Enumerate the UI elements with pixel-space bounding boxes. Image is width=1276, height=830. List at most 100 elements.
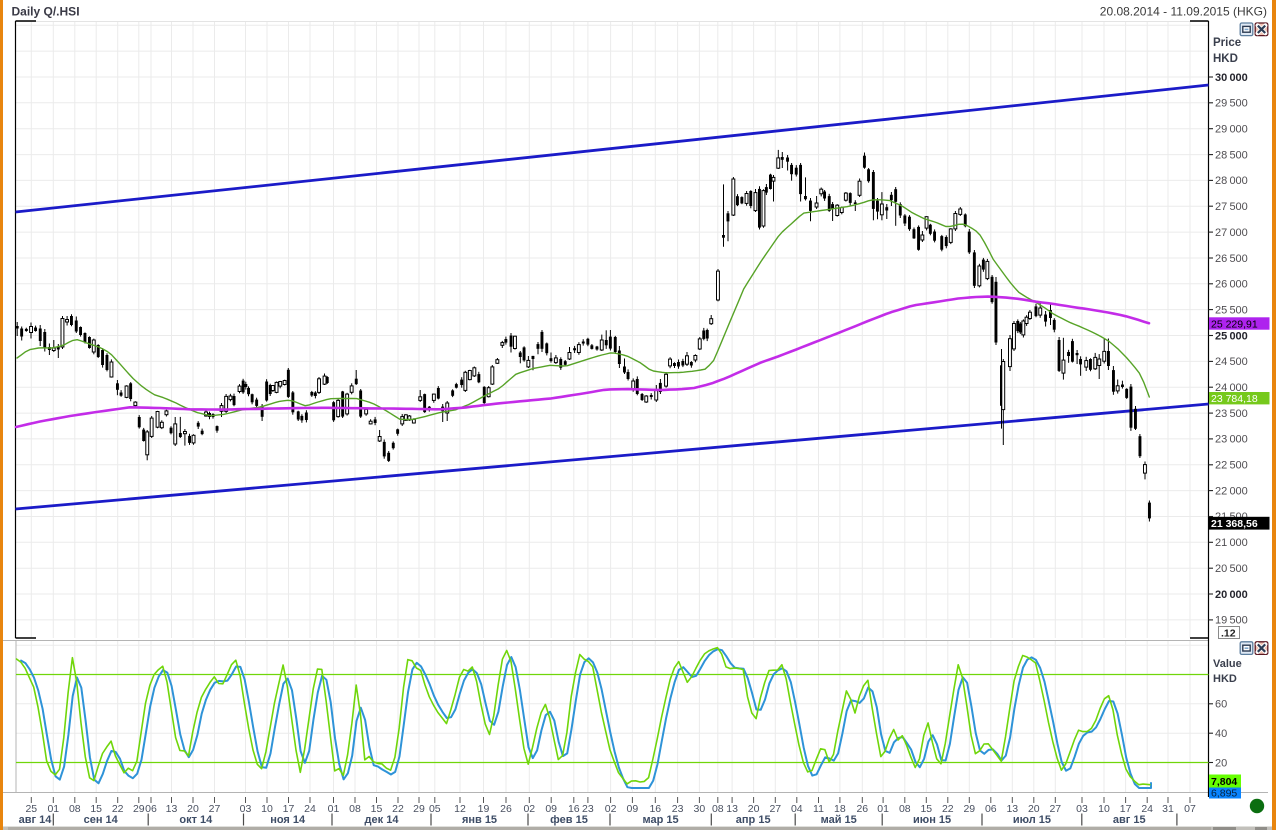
svg-text:05: 05 <box>429 803 441 815</box>
svg-text:29: 29 <box>413 803 425 815</box>
svg-text:24 000: 24 000 <box>1215 382 1248 394</box>
svg-text:20: 20 <box>1028 803 1040 815</box>
svg-text:23 000: 23 000 <box>1215 434 1248 446</box>
svg-text:16: 16 <box>649 803 661 815</box>
svg-text:26 500: 26 500 <box>1215 253 1248 265</box>
svg-text:HKD: HKD <box>1213 53 1238 65</box>
svg-text:08: 08 <box>349 803 361 815</box>
svg-text:28 500: 28 500 <box>1215 149 1248 161</box>
svg-text:Price: Price <box>1213 37 1241 49</box>
svg-text:20: 20 <box>1215 757 1227 769</box>
svg-text:03: 03 <box>1076 803 1088 815</box>
svg-text:01: 01 <box>328 803 340 815</box>
svg-text:15: 15 <box>920 803 932 815</box>
svg-text:24: 24 <box>1141 803 1153 815</box>
svg-text:май 15: май 15 <box>821 814 857 826</box>
svg-text:24 500: 24 500 <box>1215 356 1248 368</box>
svg-text:23 784,18: 23 784,18 <box>1211 393 1258 405</box>
svg-text:20.08.2014 - 11.09.2015 (HKG): 20.08.2014 - 11.09.2015 (HKG) <box>1100 5 1267 19</box>
svg-text:06: 06 <box>985 803 997 815</box>
svg-text:22 000: 22 000 <box>1215 485 1248 497</box>
svg-text:29: 29 <box>963 803 975 815</box>
svg-text:HKD: HKD <box>1213 673 1237 685</box>
svg-text:60: 60 <box>1215 699 1227 711</box>
svg-text:02: 02 <box>605 803 617 815</box>
svg-text:Daily Q/.HSI: Daily Q/.HSI <box>12 5 80 19</box>
svg-text:18: 18 <box>834 803 846 815</box>
svg-text:09: 09 <box>627 803 639 815</box>
svg-text:апр 15: апр 15 <box>736 814 771 826</box>
svg-text:20: 20 <box>748 803 760 815</box>
svg-text:20 000: 20 000 <box>1215 589 1248 601</box>
svg-text:31: 31 <box>1162 803 1174 815</box>
svg-text:19: 19 <box>478 803 490 815</box>
svg-text:30: 30 <box>694 803 706 815</box>
svg-text:01: 01 <box>47 803 59 815</box>
svg-text:16: 16 <box>568 803 580 815</box>
svg-text:06: 06 <box>145 803 157 815</box>
svg-text:фев 15: фев 15 <box>550 814 588 826</box>
svg-text:29 000: 29 000 <box>1215 124 1248 136</box>
svg-text:29 500: 29 500 <box>1215 98 1248 110</box>
svg-text:10: 10 <box>1098 803 1110 815</box>
svg-text:15: 15 <box>90 803 102 815</box>
svg-text:ноя 14: ноя 14 <box>270 814 306 826</box>
svg-text:22: 22 <box>112 803 124 815</box>
svg-text:30 000: 30 000 <box>1215 72 1248 84</box>
svg-text:26: 26 <box>856 803 868 815</box>
svg-text:40: 40 <box>1215 728 1227 740</box>
svg-text:11: 11 <box>813 803 824 815</box>
svg-text:19 500: 19 500 <box>1215 615 1248 627</box>
svg-text:28 000: 28 000 <box>1215 175 1248 187</box>
svg-text:7,804: 7,804 <box>1211 776 1237 788</box>
svg-text:27 000: 27 000 <box>1215 227 1248 239</box>
svg-text:22: 22 <box>392 803 404 815</box>
svg-text:авг 15: авг 15 <box>1113 814 1146 826</box>
svg-text:20 500: 20 500 <box>1215 563 1248 575</box>
svg-text:22: 22 <box>942 803 954 815</box>
svg-text:17: 17 <box>1120 803 1132 815</box>
svg-text:26 000: 26 000 <box>1215 279 1248 291</box>
svg-text:26: 26 <box>500 803 512 815</box>
svg-text:янв 15: янв 15 <box>462 814 497 826</box>
svg-text:27 500: 27 500 <box>1215 201 1248 213</box>
svg-text:23: 23 <box>672 803 684 815</box>
svg-text:июл 15: июл 15 <box>1013 814 1051 826</box>
svg-text:08: 08 <box>712 803 724 815</box>
svg-text:27: 27 <box>769 803 781 815</box>
svg-text:мар 15: мар 15 <box>643 814 679 826</box>
svg-text:09: 09 <box>545 803 557 815</box>
svg-text:20: 20 <box>187 803 199 815</box>
svg-text:04: 04 <box>791 803 803 815</box>
svg-text:22 500: 22 500 <box>1215 460 1248 472</box>
svg-text:08: 08 <box>69 803 81 815</box>
svg-text:17: 17 <box>283 803 295 815</box>
svg-text:21 368,56: 21 368,56 <box>1211 518 1258 530</box>
svg-text:23: 23 <box>582 803 594 815</box>
svg-text:июн 15: июн 15 <box>913 814 951 826</box>
svg-text:02: 02 <box>523 803 535 815</box>
svg-text:дек 14: дек 14 <box>365 814 400 826</box>
svg-text:27: 27 <box>209 803 221 815</box>
svg-text:23 500: 23 500 <box>1215 408 1248 420</box>
svg-text:Value: Value <box>1213 658 1242 670</box>
svg-text:29: 29 <box>133 803 145 815</box>
svg-text:13: 13 <box>1006 803 1018 815</box>
svg-text:окт 14: окт 14 <box>179 814 213 826</box>
svg-text:15: 15 <box>371 803 383 815</box>
svg-text:авг 14: авг 14 <box>19 814 53 826</box>
svg-text:25 500: 25 500 <box>1215 304 1248 316</box>
svg-text:03: 03 <box>240 803 252 815</box>
svg-text:08: 08 <box>899 803 911 815</box>
svg-text:13: 13 <box>166 803 178 815</box>
svg-text:6,895: 6,895 <box>1211 788 1237 800</box>
svg-text:10: 10 <box>261 803 273 815</box>
svg-text:01: 01 <box>877 803 889 815</box>
svg-text:24: 24 <box>304 803 316 815</box>
svg-text:07: 07 <box>1184 803 1196 815</box>
svg-text:13: 13 <box>726 803 738 815</box>
svg-text:25: 25 <box>25 803 37 815</box>
svg-text:25 229,91: 25 229,91 <box>1211 318 1258 330</box>
svg-text:27: 27 <box>1049 803 1061 815</box>
svg-text:.12: .12 <box>1221 627 1236 639</box>
